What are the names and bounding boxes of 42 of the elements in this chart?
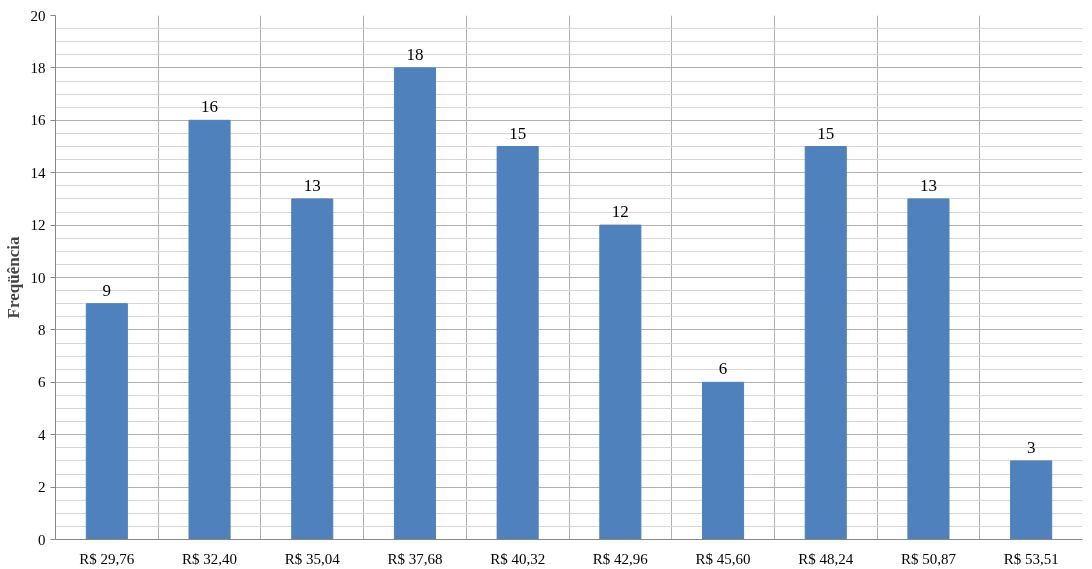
y-tick-label: 12: [30, 217, 46, 234]
bar: [393, 67, 436, 540]
y-tick-label: 6: [38, 374, 46, 391]
y-tick-label: 2: [38, 479, 46, 496]
x-tick-label: R$ 48,24: [798, 550, 854, 567]
y-axis-title: Freqüência: [3, 236, 23, 319]
y-tick-label: 4: [38, 426, 46, 443]
data-label: 18: [406, 44, 424, 64]
x-tick-label: R$ 32,40: [182, 550, 238, 567]
x-tick-label: R$ 45,60: [695, 550, 751, 567]
bar: [907, 198, 950, 540]
x-tick-label: R$ 35,04: [284, 550, 341, 567]
data-label: 9: [102, 280, 112, 300]
data-label: 13: [919, 175, 937, 195]
x-tick-label: R$ 50,87: [900, 550, 957, 567]
y-tick-label: 16: [30, 112, 46, 129]
bar: [188, 119, 231, 540]
data-label: 15: [817, 123, 835, 143]
bar: [702, 381, 745, 540]
bar: [1010, 460, 1053, 540]
data-label: 15: [509, 123, 527, 143]
data-label: 16: [201, 97, 219, 117]
bar: [599, 224, 642, 540]
data-label: 6: [718, 359, 728, 379]
y-tick-label: 8: [38, 321, 46, 338]
y-tick-label: 10: [30, 269, 46, 286]
data-label: 13: [303, 175, 321, 195]
x-tick-label: R$ 37,68: [387, 550, 443, 567]
x-tick-label: R$ 40,32: [490, 550, 546, 567]
y-tick-label: 0: [38, 531, 46, 548]
x-tick-label: R$ 29,76: [79, 550, 135, 567]
x-tick-label: R$ 42,96: [592, 550, 649, 567]
x-tick-label: R$ 53,51: [1003, 550, 1059, 567]
data-label: 12: [611, 202, 629, 222]
bar: [291, 198, 334, 540]
bar: [804, 146, 847, 540]
bar: [496, 146, 539, 540]
y-tick-label: 20: [30, 7, 46, 24]
y-tick-label: 18: [30, 59, 46, 76]
y-tick-label: 14: [30, 164, 46, 181]
data-label: 3: [1026, 437, 1036, 457]
bar: [85, 303, 128, 540]
